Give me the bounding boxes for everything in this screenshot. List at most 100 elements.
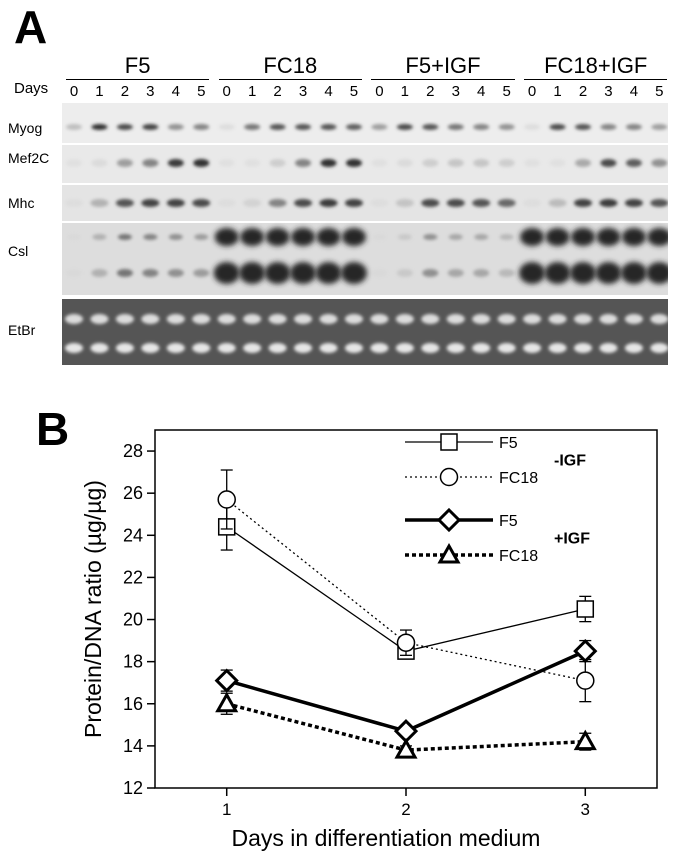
mhc-band <box>192 199 211 207</box>
blot-strip <box>62 299 668 365</box>
lane-day: 4 <box>629 83 639 100</box>
csl-band-lower <box>570 262 596 284</box>
y-tick-label: 16 <box>123 694 143 714</box>
mef2c-band <box>91 159 108 167</box>
y-tick-label: 28 <box>123 441 143 461</box>
group-underline <box>524 79 668 80</box>
csl-band-upper <box>92 234 107 240</box>
blot-row-label: Csl <box>8 243 29 259</box>
mhc-band <box>115 199 134 207</box>
etbr-band-lower <box>472 343 491 353</box>
csl-band-lower <box>498 269 515 277</box>
mef2c-band <box>167 159 184 167</box>
mhc-band <box>370 199 389 207</box>
data-point <box>573 729 597 751</box>
csl-band-lower <box>340 262 367 284</box>
csl-band-upper <box>499 234 514 240</box>
csl-band-upper <box>143 234 158 240</box>
mef2c-band <box>142 159 159 167</box>
etbr-band-lower <box>548 343 567 353</box>
csl-band-upper <box>341 228 366 246</box>
myog-band <box>91 124 108 130</box>
mef2c-band <box>244 159 261 167</box>
mhc-band <box>599 199 618 207</box>
legend-label: F5 <box>499 435 518 452</box>
etbr-band-lower <box>319 343 338 353</box>
mef2c-band <box>218 159 235 167</box>
csl-band-lower <box>447 269 464 277</box>
etbr-band-lower <box>574 343 592 353</box>
mhc-band <box>548 199 567 207</box>
csl-band-lower <box>66 269 82 277</box>
lane-day: 2 <box>120 83 130 100</box>
csl-band-upper <box>372 234 387 240</box>
etbr-band-upper <box>395 314 414 324</box>
etbr-band-lower <box>192 343 211 353</box>
csl-band-lower <box>396 269 413 277</box>
blot-row-label: Mef2C <box>8 150 50 166</box>
etbr-band-upper <box>319 314 338 324</box>
y-tick-label: 12 <box>123 778 143 798</box>
mhc-band <box>166 199 185 207</box>
csl-band-upper <box>474 234 489 240</box>
csl-band-upper <box>117 234 132 240</box>
mef2c-band <box>651 159 668 167</box>
mef2c-band <box>345 159 362 167</box>
data-point <box>214 668 239 693</box>
etbr-band-lower <box>599 343 618 353</box>
y-axis-label: Protein/DNA ratio (µg/µg) <box>80 480 106 738</box>
mef2c-band <box>473 159 490 167</box>
mhc-band <box>650 199 669 207</box>
etbr-band-upper <box>599 314 618 324</box>
etbr-band-upper <box>115 314 134 324</box>
legend-group-label: -IGF <box>554 453 586 470</box>
mhc-band <box>523 199 542 207</box>
lane-day: 5 <box>502 83 511 100</box>
legend-marker <box>436 507 462 533</box>
mef2c-band <box>66 159 82 167</box>
mhc-band <box>624 199 643 207</box>
x-axis-label: Days in differentiation medium <box>232 825 541 851</box>
etbr-band-upper <box>650 314 669 324</box>
lane-day: 1 <box>247 83 257 100</box>
lane-day: 0 <box>222 83 231 100</box>
etbr-band-lower <box>395 343 414 353</box>
csl-band-lower <box>544 262 571 284</box>
lane-day: 4 <box>171 83 180 100</box>
mef2c-band <box>498 159 515 167</box>
myog-band <box>371 124 388 130</box>
etbr-band-upper <box>217 314 236 324</box>
lane-day: 5 <box>349 83 359 100</box>
data-point <box>215 691 239 713</box>
csl-band-upper <box>520 228 545 246</box>
mef2c-band <box>447 159 464 167</box>
blot-row-label: EtBr <box>8 322 36 338</box>
data-point <box>396 633 416 652</box>
group-label: FC18+IGF <box>544 53 648 78</box>
blot-panel <box>62 103 673 365</box>
mhc-band <box>395 199 414 207</box>
lane-day: 0 <box>375 83 384 100</box>
etbr-band-lower <box>497 343 516 353</box>
csl-band-lower <box>519 262 546 284</box>
etbr-band-lower <box>217 343 236 353</box>
data-point <box>573 638 598 664</box>
csl-band-upper <box>448 234 463 240</box>
myog-band <box>575 124 591 130</box>
csl-band-upper <box>168 234 183 240</box>
mef2c-band <box>269 159 286 167</box>
mhc-band <box>268 199 287 207</box>
lane-day: 3 <box>146 83 155 100</box>
legend-label: F5 <box>499 513 518 530</box>
blot-row-label: Myog <box>8 120 43 136</box>
etbr-band-lower <box>268 343 287 353</box>
csl-band-upper <box>397 234 412 240</box>
mhc-band <box>421 199 440 207</box>
etbr-band-upper <box>166 314 185 324</box>
etbr-band-upper <box>523 314 542 324</box>
blot-strip <box>62 185 668 221</box>
etbr-band-upper <box>294 314 313 324</box>
etbr-band-lower <box>166 343 185 353</box>
csl-band-upper <box>67 234 81 240</box>
lane-day: 1 <box>400 83 410 100</box>
